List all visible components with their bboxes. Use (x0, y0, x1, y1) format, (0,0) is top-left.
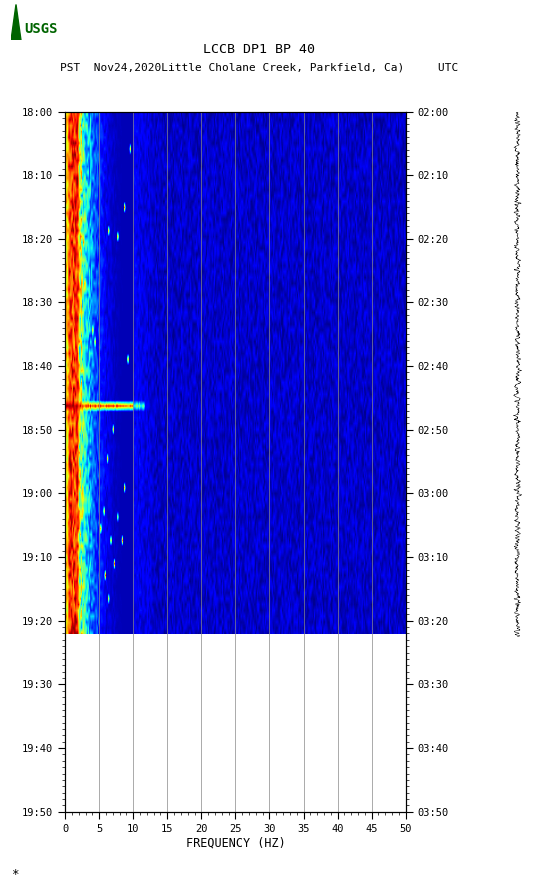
Text: PST  Nov24,2020Little Cholane Creek, Parkfield, Ca)     UTC: PST Nov24,2020Little Cholane Creek, Park… (60, 62, 459, 73)
X-axis label: FREQUENCY (HZ): FREQUENCY (HZ) (185, 837, 285, 849)
Text: USGS: USGS (24, 22, 58, 37)
Text: LCCB DP1 BP 40: LCCB DP1 BP 40 (204, 44, 315, 56)
Text: *: * (11, 868, 19, 881)
Polygon shape (11, 4, 21, 40)
